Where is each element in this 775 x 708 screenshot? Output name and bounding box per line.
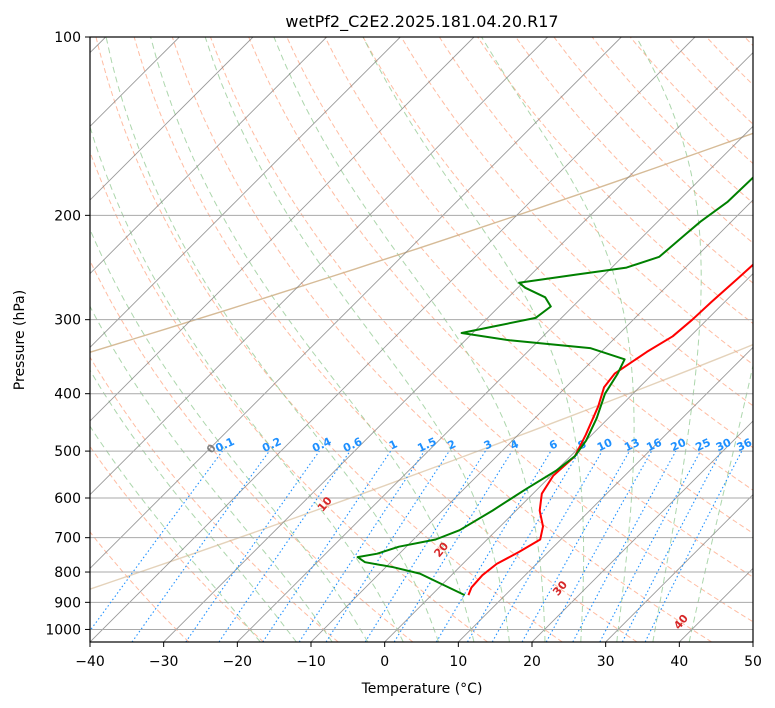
moist-adiabat-line (481, 37, 635, 642)
dry-adiabat-line (133, 37, 638, 642)
x-tick-label: 50 (744, 654, 762, 670)
isotherm-line (90, 37, 622, 569)
dewpoint-profile-line (356, 176, 753, 597)
chart-title: wetPf2_C2E2.2025.181.04.20.R17 (285, 12, 558, 32)
moist-adiabat-line (90, 228, 369, 642)
moist-adiabat-line (90, 125, 404, 642)
x-tick-label: −30 (149, 654, 179, 670)
mixing-ratio-line (262, 450, 392, 642)
y-tick-label: 400 (54, 387, 81, 403)
curved-guide-line (90, 343, 753, 590)
moist-adiabat-line (90, 305, 333, 642)
dry-adiabat-line (477, 37, 753, 325)
dry-adiabat-line (95, 37, 563, 642)
y-tick-label: 800 (54, 565, 81, 581)
plot-area: 0.10.20.40.611.52346810131620253036-100-… (90, 37, 755, 642)
isotherm-line (90, 37, 696, 642)
dry-adiabat-line (90, 531, 190, 642)
isotherm-line (458, 346, 753, 642)
x-tick-label: 20 (523, 654, 541, 670)
mixing-ratio-line (644, 450, 743, 642)
dry-adiabat-line (591, 37, 753, 204)
y-tick-label: 300 (54, 313, 81, 329)
moist-adiabat-line (90, 425, 261, 642)
dry-adiabat-line (286, 37, 753, 534)
y-tick-label: 1000 (45, 622, 81, 638)
dry-adiabat-line (553, 37, 753, 244)
isotherm-line (310, 199, 753, 642)
moist-adiabat-line (150, 37, 475, 642)
moist-adiabat-line (273, 37, 546, 642)
isotherm-line (605, 494, 753, 642)
mixing-ratio-label: 16 (644, 436, 664, 454)
mixing-ratio-line (131, 450, 270, 642)
x-tick-label: 40 (670, 654, 688, 670)
mixing-ratio-label: 10 (595, 436, 615, 454)
isotherm-line (237, 125, 753, 642)
dry-adiabat-line (248, 37, 753, 578)
isotherm-line (531, 420, 753, 642)
isotherm-line (163, 52, 753, 642)
x-tick-label: −10 (296, 654, 326, 670)
moist-adiabat-line (90, 369, 297, 642)
moist-adiabat-line (362, 37, 585, 642)
mixing-ratio-label: 20 (669, 436, 689, 454)
x-tick-label: −40 (75, 654, 105, 670)
mixing-ratio-line (298, 450, 425, 642)
isotherm-line (384, 273, 753, 642)
y-tick-label: 200 (54, 208, 81, 224)
y-tick-label: 600 (54, 491, 81, 507)
mixing-ratio-line (393, 450, 513, 642)
x-axis-title: Temperature (°C) (361, 681, 483, 697)
y-tick-label: 700 (54, 531, 81, 547)
axes: −40 −30 −20 −10 0 10 20 30 40 50 100 200 300 400 500 60… (45, 30, 762, 670)
mixing-ratio-line (545, 450, 653, 642)
mixing-ratio-label: 13 (622, 436, 641, 454)
x-tick-label: −20 (223, 654, 253, 670)
plot-frame (89, 36, 754, 643)
mixing-ratio-line (218, 450, 351, 642)
mixing-ratio-line (521, 450, 630, 642)
dry-adiabat-line (210, 37, 753, 623)
curved-guide-line (90, 132, 753, 354)
mixing-ratio-label: 30 (714, 436, 734, 454)
isotherm-line (90, 37, 475, 422)
mixing-ratio-line (572, 450, 677, 642)
isotherm-line (90, 37, 548, 496)
y-tick-label: 100 (54, 30, 81, 46)
dry-adiabat-line (90, 150, 488, 642)
moist-adiabat-line (688, 363, 753, 642)
x-tick-label: 0 (380, 654, 389, 670)
mixing-ratio-line (90, 450, 223, 632)
isotherm-line (90, 37, 254, 201)
dry-adiabat-line (90, 259, 414, 642)
moist-adiabat-line (204, 37, 510, 642)
y-tick-label: 900 (54, 595, 81, 611)
mixing-ratio-label: 36 (735, 436, 755, 454)
y-tick-label: 500 (54, 444, 81, 460)
moist-adiabat-line (635, 37, 702, 642)
mixing-ratio-line (185, 450, 320, 642)
temperature-profile-line (467, 263, 753, 596)
dry-adiabat-line (171, 37, 712, 642)
dry-adiabat-line (324, 37, 753, 491)
x-tick-label: 10 (449, 654, 467, 670)
moist-adiabat-line (105, 37, 440, 642)
isotherm-line (90, 37, 327, 275)
y-axis-title: Pressure (hPa) (12, 290, 28, 390)
isotherm-line (90, 37, 401, 348)
mixing-ratio-label: 25 (693, 436, 712, 454)
dry-adiabat-line (438, 37, 753, 366)
x-tick-label: 30 (597, 654, 615, 670)
